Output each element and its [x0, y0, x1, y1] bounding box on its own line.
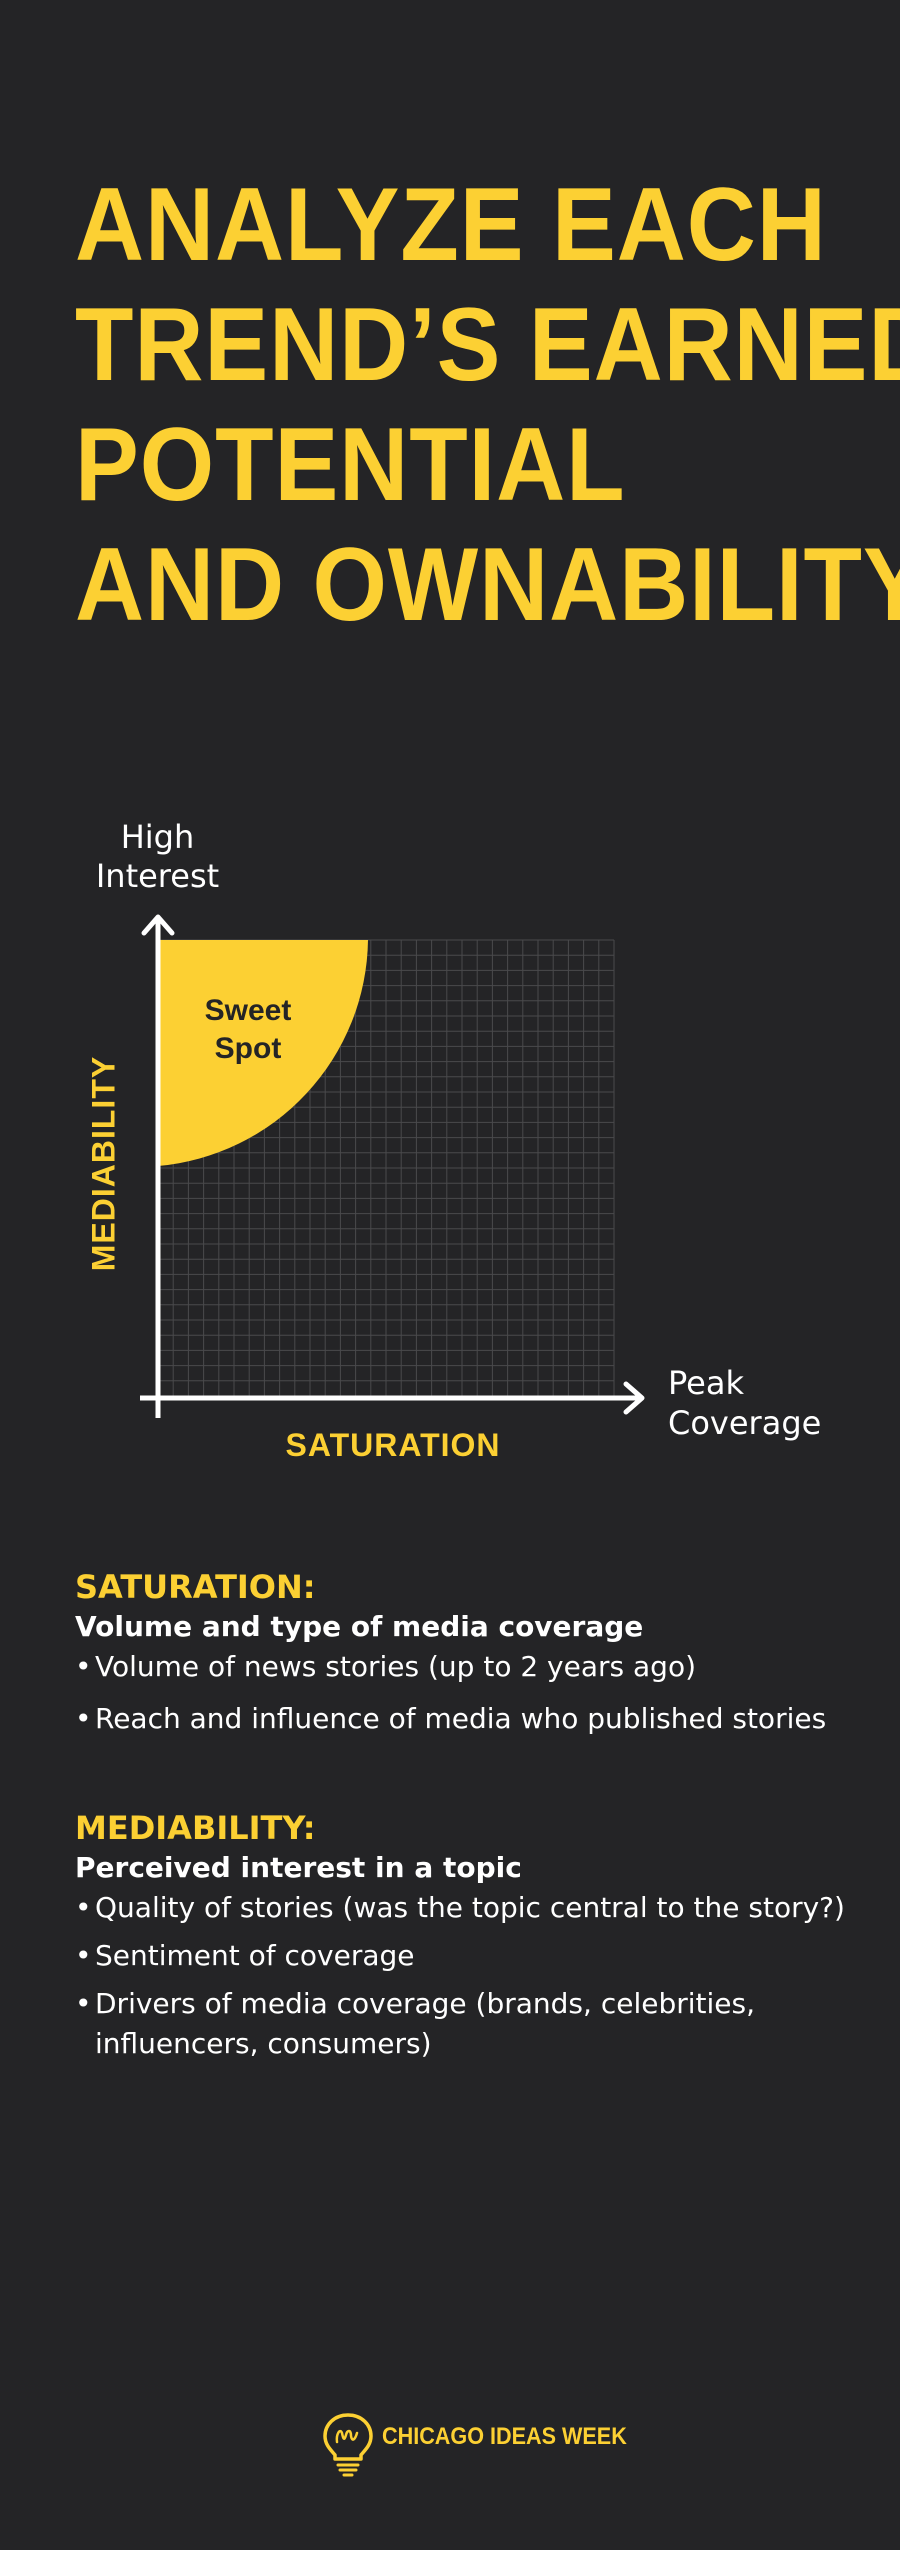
title-line: POTENTIAL: [75, 407, 626, 523]
list-item: • Volume of news stories (up to 2 years a…: [75, 1647, 875, 1687]
sweet-spot-label-line: Sweet: [204, 994, 292, 1027]
mediability-heading: MEDIABILITY:: [75, 1809, 316, 1847]
sweet-spot-label: Sweet Spot: [178, 992, 318, 1068]
list-item-text: Quality of stories (was the topic centra…: [95, 1891, 845, 1924]
saturation-heading: SATURATION:: [75, 1568, 316, 1606]
y-axis-end-label: High Interest: [80, 818, 235, 896]
y-axis-title: MEDIABILITY: [85, 1055, 122, 1272]
title-line: AND OWNABILITY: [75, 527, 900, 643]
quadrant-diagram: High Interest Sweet Spot MEDIABILITY Pea…: [0, 800, 900, 1500]
x-axis-end-label: Peak Coverage: [668, 1363, 821, 1443]
mediability-section: MEDIABILITY: Perceived interest in a top…: [75, 1808, 875, 2064]
list-item: • Reach and influence of media who publis…: [75, 1699, 875, 1739]
bullet-icon: •: [75, 1650, 92, 1683]
page-title: ANALYZE EACH TREND’S EARNED POTENTIAL AN…: [75, 165, 900, 645]
bullet-icon: •: [75, 1702, 92, 1735]
mediability-bullets: • Quality of stories (was the topic centr…: [75, 1888, 875, 2064]
title-line: TREND’S EARNED: [75, 287, 900, 403]
x-axis-title: SATURATION: [285, 1427, 501, 1463]
x-axis-end-label-line: Coverage: [668, 1404, 822, 1442]
list-item: • Drivers of media coverage (brands, cele…: [75, 1984, 835, 2064]
x-axis-end-label-line: Peak: [668, 1364, 744, 1402]
list-item-text: Volume of news stories (up to 2 years ag…: [95, 1650, 697, 1683]
y-axis-end-label-line: Interest: [95, 857, 220, 895]
diagram-graphic: [140, 914, 645, 1418]
sweet-spot-label-line: Spot: [214, 1032, 282, 1065]
bullet-icon: •: [75, 1939, 92, 1972]
bullet-icon: •: [75, 1891, 92, 1924]
saturation-section: SATURATION: Volume and type of media cov…: [75, 1567, 875, 1739]
saturation-bullets: • Volume of news stories (up to 2 years a…: [75, 1647, 875, 1739]
list-item-text: Sentiment of coverage: [95, 1939, 415, 1972]
y-axis-end-label-line: High: [120, 818, 195, 856]
bullet-icon: •: [75, 1987, 92, 2020]
title-line: ANALYZE EACH: [75, 167, 827, 283]
saturation-subheading: Volume and type of media coverage: [75, 1610, 644, 1643]
brand-name: CHICAGO IDEAS WEEK: [382, 2423, 627, 2450]
footer-logo: CHICAGO IDEAS WEEK: [320, 2408, 654, 2478]
list-item: • Sentiment of coverage: [75, 1936, 875, 1976]
mediability-subheading: Perceived interest in a topic: [75, 1851, 522, 1884]
list-item: • Quality of stories (was the topic centr…: [75, 1888, 875, 1928]
sweet-spot-region: [158, 940, 368, 1166]
x-axis-arrow-icon: [623, 1381, 645, 1415]
y-axis-arrow-icon: [141, 914, 175, 936]
lightbulb-icon: [323, 2413, 373, 2477]
list-item-text: Drivers of media coverage (brands, celeb…: [95, 1987, 755, 2060]
list-item-text: Reach and influence of media who publish…: [95, 1702, 827, 1735]
